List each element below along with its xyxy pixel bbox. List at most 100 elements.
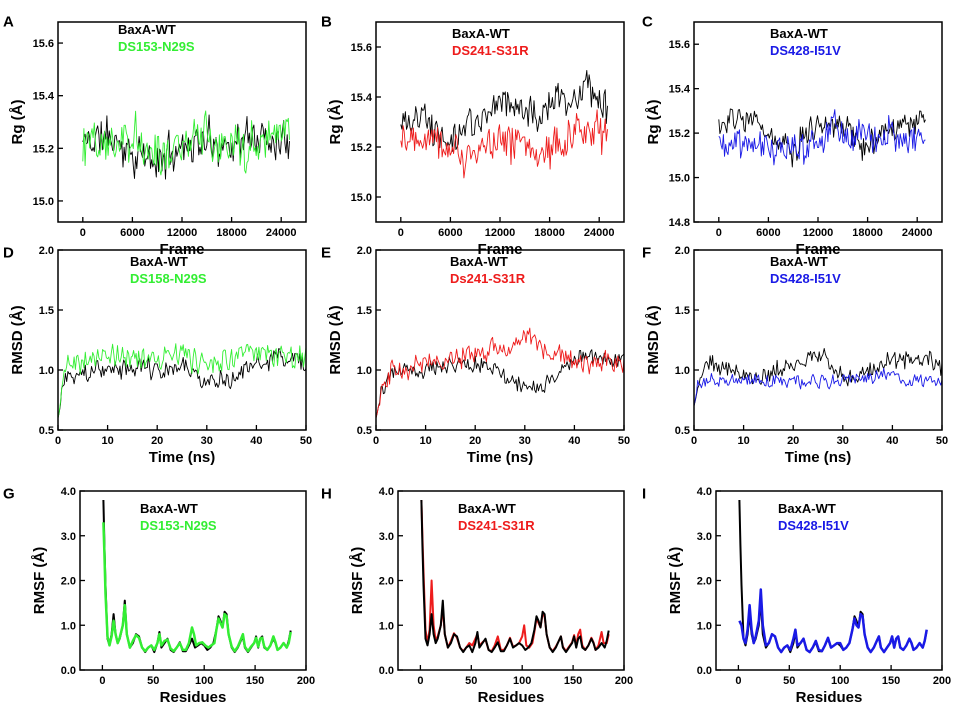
y-axis-label: RMSD (Å) — [645, 305, 662, 374]
series-line-baxa-wt — [694, 348, 942, 407]
x-tick-label: 20 — [787, 435, 799, 447]
legend-entry: BaxA-WT — [130, 254, 188, 269]
series-group — [738, 499, 928, 654]
panel-i: I 0 50 100 150 200 0.0 1.0 2.0 3.0 4.0 Residues RMSF… — [642, 485, 951, 706]
x-tick-label: 150 — [882, 675, 900, 687]
x-tick-label: 40 — [250, 435, 262, 447]
series-line-ds241-s31r — [400, 109, 608, 179]
series-group — [58, 343, 306, 419]
panel-letter: F — [642, 244, 651, 261]
x-tick-label: 10 — [419, 435, 431, 447]
y-tick-label: 15.2 — [33, 143, 54, 155]
x-tick-label: 200 — [615, 675, 633, 687]
y-tick-label: 2.0 — [61, 576, 76, 588]
y-tick-label: 2.0 — [357, 245, 372, 257]
x-tick-label: 0 — [99, 675, 105, 687]
x-axis-label: Residues — [796, 689, 863, 706]
y-tick-label: 2.0 — [39, 245, 54, 257]
series-line-baxa-wt — [376, 349, 624, 419]
legend-entry: BaxA-WT — [778, 501, 836, 516]
panel-h: H 0 50 100 150 200 0.0 1.0 2.0 3.0 4.0 Residues RMSF… — [321, 485, 633, 706]
legend-entry: BaxA-WT — [458, 501, 516, 516]
x-axis-label: Residues — [478, 689, 545, 706]
panel-f: F 0 10 20 30 40 50 0.5 1.0 1.5 2.0 Time (ns) RMSD (Å… — [642, 244, 948, 466]
y-tick-label: 15.2 — [669, 128, 690, 140]
panel-letter: H — [321, 485, 332, 502]
y-tick-label: 4.0 — [697, 486, 712, 498]
panel-c: C 0 6000 12000 18000 24000 14.8 15.0 15.2 15.4 15.… — [642, 13, 943, 258]
y-tick-label: 15.2 — [351, 142, 372, 154]
y-tick-label: 15.4 — [33, 91, 55, 103]
legend-entry: Ds241-S31R — [450, 271, 526, 286]
y-tick-label: 0.0 — [379, 665, 394, 677]
y-tick-label: 4.0 — [379, 486, 394, 498]
legend-entry: DS158-N29S — [130, 271, 207, 286]
panel-letter: B — [321, 13, 332, 30]
y-tick-label: 1.0 — [357, 365, 372, 377]
x-axis-label: Time (ns) — [467, 449, 533, 466]
y-tick-label: 14.8 — [669, 217, 690, 229]
x-tick-label: 30 — [201, 435, 213, 447]
y-tick-label: 1.0 — [379, 620, 394, 632]
y-axis-label: RMSF (Å) — [667, 547, 684, 615]
y-tick-label: 15.6 — [351, 42, 372, 54]
panel-letter: G — [3, 485, 15, 502]
panel-letter: E — [321, 244, 331, 261]
y-tick-label: 15.6 — [33, 38, 54, 50]
x-tick-label: 6000 — [120, 227, 144, 239]
x-tick-label: 100 — [831, 675, 849, 687]
y-tick-label: 15.6 — [669, 39, 690, 51]
legend-entry: DS153-N29S — [140, 518, 217, 533]
x-tick-label: 200 — [297, 675, 315, 687]
legend-entry: DS428-I51V — [770, 271, 841, 286]
x-tick-label: 0 — [735, 675, 741, 687]
x-axis-label: Time (ns) — [785, 449, 851, 466]
x-tick-label: 50 — [465, 675, 477, 687]
legend-entry: DS428-I51V — [778, 518, 849, 533]
y-tick-label: 4.0 — [61, 486, 76, 498]
legend-entry: BaxA-WT — [140, 501, 198, 516]
x-tick-label: 18000 — [216, 227, 247, 239]
legend-entry: DS428-I51V — [770, 43, 841, 58]
x-tick-label: 50 — [783, 675, 795, 687]
y-tick-label: 0.5 — [39, 425, 54, 437]
panel-a: A0 6000 12000 18000 2400015.015.215.415.6Fra… — [3, 13, 307, 258]
x-tick-label: 18000 — [534, 227, 565, 239]
series-group — [400, 69, 608, 179]
x-tick-label: 10 — [101, 435, 113, 447]
panel-letter: I — [642, 485, 646, 502]
x-tick-label: 100 — [195, 675, 213, 687]
y-axis-label: RMSF (Å) — [31, 547, 48, 615]
x-tick-label: 100 — [513, 675, 531, 687]
x-tick-label: 12000 — [485, 227, 516, 239]
y-tick-label: 0.5 — [675, 425, 690, 437]
x-tick-label: 24000 — [902, 227, 933, 239]
x-tick-label: 30 — [519, 435, 531, 447]
y-tick-label: 2.0 — [697, 576, 712, 588]
plot-frame — [57, 249, 307, 431]
x-tick-label: 150 — [564, 675, 582, 687]
x-tick-label: 18000 — [852, 227, 883, 239]
panel-g: G 0 50 100 150 200 0.0 1.0 2.0 3.0 4.0 Residues RMSF… — [3, 485, 315, 706]
x-tick-label: 0 — [691, 435, 697, 447]
series-line-ds428-i51v — [694, 367, 942, 407]
panel-letter: C — [642, 13, 653, 30]
x-tick-label: 0 — [80, 227, 86, 239]
y-tick-label: 2.0 — [675, 245, 690, 257]
x-tick-label: 0 — [417, 675, 423, 687]
series-group — [82, 110, 290, 180]
x-tick-label: 50 — [300, 435, 312, 447]
series-line-baxa-wt — [420, 499, 610, 654]
y-tick-label: 1.5 — [39, 305, 54, 317]
y-axis-label: Rg (Å) — [645, 100, 662, 145]
series-group — [376, 327, 624, 419]
legend-entry: BaxA-WT — [770, 26, 828, 41]
y-tick-label: 15.0 — [351, 192, 372, 204]
y-tick-label: 3.0 — [697, 531, 712, 543]
y-tick-label: 1.0 — [61, 620, 76, 632]
legend-entry: BaxA-WT — [450, 254, 508, 269]
legend-entry: BaxA-WT — [770, 254, 828, 269]
y-tick-label: 15.0 — [33, 196, 54, 208]
x-tick-label: 24000 — [266, 227, 297, 239]
